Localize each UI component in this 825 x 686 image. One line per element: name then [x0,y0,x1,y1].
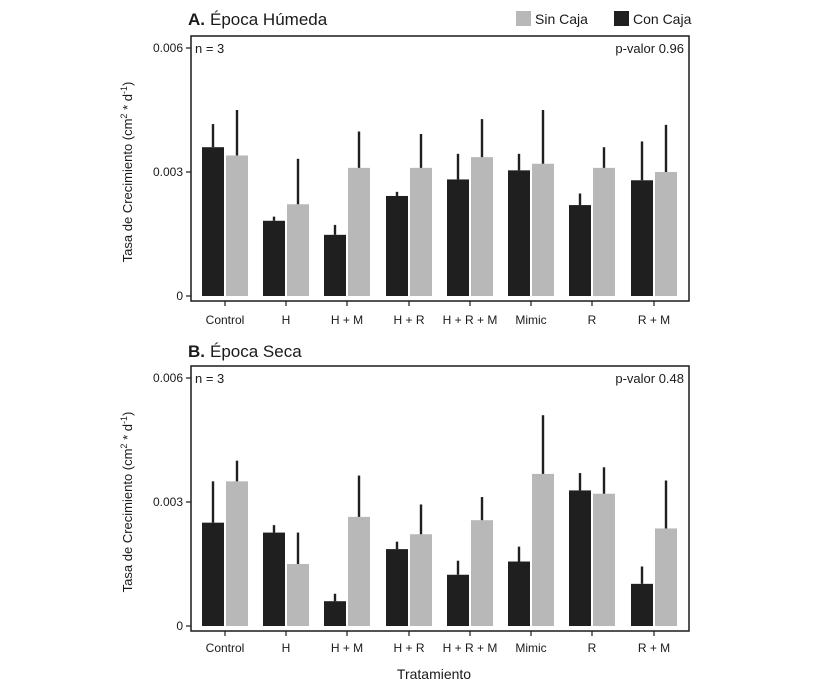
panel-a-bar-sin-caja [348,167,370,296]
panel-b-bar-con-caja [631,583,653,626]
panel-b-x-tick-label: H [282,641,291,655]
panel-a-ylabel-sup1: 2 [119,114,129,119]
panel-b-bar-sin-caja [593,493,615,626]
panel-a-ylabel-prefix: Tasa de Crecimiento (cm [120,119,135,263]
panel-a-title: A. Época Húmeda [188,10,328,29]
legend: Sin Caja Con Caja [516,11,692,27]
panel-a-x-tick-label: R + M [638,313,670,327]
panel-a-bar-con-caja [508,170,530,296]
panel-a-bar-sin-caja [410,167,432,296]
panel-a-bar-sin-caja [471,157,493,296]
panel-a-bar-con-caja [202,147,224,296]
panel-b-bar-con-caja [202,522,224,626]
panel-b-bar-sin-caja [655,528,677,626]
panel-a-bar-con-caja [447,179,469,296]
panel-a-plot-frame [190,35,690,302]
panel-b-bars [202,415,677,626]
panel-a-p-label: p-valor 0.96 [615,41,684,56]
panel-b-bar-con-caja [386,549,408,626]
panel-b-ylabel-sup1: 2 [119,444,129,449]
panel-b-bar-con-caja [324,601,346,626]
panel-b-bar-sin-caja [532,473,554,626]
panel-b-x-tick-label: H + R [393,641,424,655]
panel-a-bar-sin-caja [593,167,615,296]
panel-a-x-tick-label: H [282,313,291,327]
panel-b-ylabel-sup2: -1 [119,416,129,424]
panel-b-x-tick-label: Control [206,641,245,655]
panel-b-bar-sin-caja [287,564,309,626]
panel-b-p-label: p-valor 0.48 [615,371,684,386]
panel-a-bar-con-caja [324,234,346,296]
panel-b-title-text: Época Seca [210,342,302,361]
panel-b-n-label: n = 3 [195,371,224,386]
panel-b-bar-con-caja [508,561,530,626]
panel-a-bar-con-caja [631,180,653,296]
panel-a-bar-sin-caja [655,172,677,296]
panel-b-x-tick-label: R [588,641,597,655]
panel-a-y-tick-label: 0 [176,289,183,303]
panel-a-ylabel-sup2: -1 [119,86,129,94]
panel-a-x-tick-label: Control [206,313,245,327]
panel-a-x-tick-label: Mimic [515,313,546,327]
panel-a-letter: A. [188,10,205,29]
panel-a-bar-sin-caja [532,163,554,296]
panel-b-x-tick-label: R + M [638,641,670,655]
panel-b-ylabel-mid: * d [120,424,135,444]
panel-a-ylabel-mid: * d [120,94,135,114]
panel-b-bar-sin-caja [226,481,248,626]
panel-b-bar-sin-caja [348,516,370,626]
panel-a-bar-sin-caja [226,155,248,296]
panel-b-ylabel-prefix: Tasa de Crecimiento (cm [120,449,135,593]
panel-b-y-ticks: 0 0.003 0.006 [153,371,191,633]
panel-b: B. Época Seca Tasa de Crecimiento (cm2 * … [119,342,690,682]
panel-a-bar-con-caja [263,220,285,296]
panel-b-letter: B. [188,342,205,361]
panel-a-y-tick-label: 0.003 [153,165,183,179]
panel-b-bar-sin-caja [410,534,432,626]
panel-b-ylabel-suffix: ) [120,412,135,416]
legend-label-sin-caja: Sin Caja [535,11,588,27]
panel-a-bar-con-caja [569,205,591,296]
panel-a-n-label: n = 3 [195,41,224,56]
panel-b-x-tick-label: H + M [331,641,363,655]
panel-a-title-text: Época Húmeda [210,10,328,29]
panel-a-x-tick-labels: Control H H + M H + R H + R + M Mimic R R + M [206,301,670,327]
panel-a-bar-sin-caja [287,204,309,296]
panel-b-bar-sin-caja [471,520,493,626]
panel-a-y-axis-label: Tasa de Crecimiento (cm2 * d-1) [119,82,135,263]
panel-b-y-tick-label: 0.006 [153,371,183,385]
panel-b-bar-con-caja [569,490,591,626]
panel-b-x-tick-label: Mimic [515,641,546,655]
panel-a-x-tick-label: H + R + M [443,313,498,327]
panel-a-y-ticks: 0 0.003 0.006 [153,41,191,303]
legend-swatch-con-caja [614,11,629,26]
panel-b-x-tick-label: H + R + M [443,641,498,655]
panel-a: A. Época Húmeda Tasa de Crecimiento (cm2 … [119,10,690,327]
panel-a-ylabel-suffix: ) [120,82,135,86]
panel-a-bar-con-caja [386,195,408,296]
panel-b-plot-frame [190,365,690,632]
panel-b-title: B. Época Seca [188,342,302,361]
panel-a-x-tick-label: R [588,313,597,327]
panel-b-bar-con-caja [447,574,469,626]
legend-label-con-caja: Con Caja [633,11,692,27]
panel-b-y-tick-label: 0 [176,619,183,633]
x-axis-label: Tratamiento [397,666,471,682]
panel-a-x-tick-label: H + R [393,313,424,327]
panel-a-bars [202,110,677,296]
panel-a-x-tick-label: H + M [331,313,363,327]
panel-b-x-tick-labels: Control H H + M H + R H + R + M Mimic R R + M [206,631,670,655]
panel-a-y-tick-label: 0.006 [153,41,183,55]
panel-b-y-tick-label: 0.003 [153,495,183,509]
panel-b-bar-con-caja [263,532,285,626]
legend-swatch-sin-caja [516,11,531,26]
panel-b-y-axis-label: Tasa de Crecimiento (cm2 * d-1) [119,412,135,593]
